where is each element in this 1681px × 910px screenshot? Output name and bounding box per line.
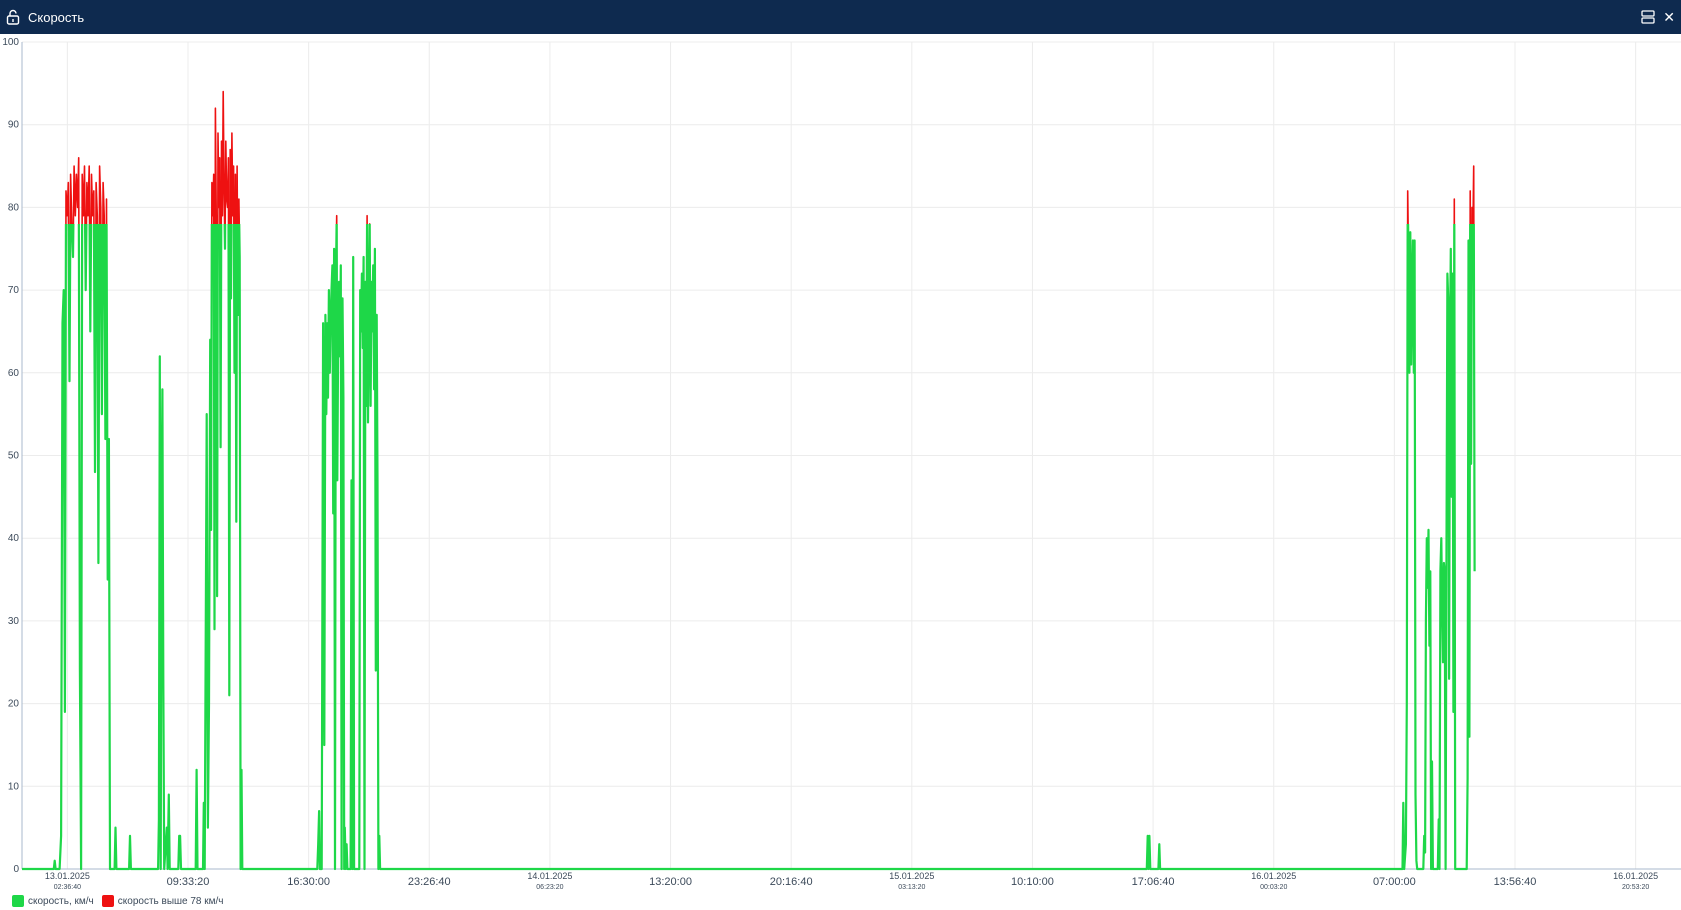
legend-label-over: скорость выше 78 км/ч <box>117 895 224 907</box>
x-tick-label: 10:10:00 <box>1011 876 1054 888</box>
x-tick-date-label: 15.01.2025 <box>889 871 934 881</box>
y-tick-label: 40 <box>8 533 20 544</box>
y-tick-label: 80 <box>8 202 20 213</box>
x-tick-time-label: 00:03:20 <box>1260 884 1287 891</box>
layout-toggle-icon[interactable] <box>1641 10 1655 24</box>
legend-swatch-over <box>101 895 114 907</box>
speed-chart: 0 10 20 30 40 50 60 70 80 90 100 13.01.2025 02:36:40… <box>2 37 1681 891</box>
x-tick-time-label: 20:53:20 <box>1622 884 1649 891</box>
speed-series-line <box>22 223 1476 871</box>
legend-item-speed[interactable]: скорость, км/ч <box>12 895 94 907</box>
x-tick-label: 13:20:00 <box>649 876 692 888</box>
x-tick-date-label: 16.01.2025 <box>1251 871 1296 881</box>
x-tick-date-label: 13.01.2025 <box>45 871 90 881</box>
y-tick-label: 0 <box>13 864 19 875</box>
x-tick-label: 17:06:40 <box>1132 876 1175 888</box>
y-tick-label: 20 <box>8 699 20 710</box>
x-tick-label: 09:33:20 <box>167 876 210 888</box>
legend-item-over[interactable]: скорость выше 78 км/ч <box>101 895 224 907</box>
y-tick-label: 90 <box>8 120 20 131</box>
x-tick-label: 23:26:40 <box>408 876 451 888</box>
x-tick-time-label: 03:13:20 <box>898 884 925 891</box>
over-threshold-series-line <box>65 90 1475 224</box>
y-tick-label: 50 <box>8 451 20 462</box>
x-tick-date-label: 16.01.2025 <box>1613 871 1658 881</box>
window-title: Скорость <box>28 9 85 25</box>
window-titlebar: Скорость ✕ <box>0 0 1681 34</box>
y-tick-label: 70 <box>8 285 20 296</box>
chart-legend: скорость, км/ч скорость выше 78 км/ч <box>12 894 232 908</box>
legend-swatch-speed <box>12 895 24 907</box>
x-tick-label: 16:30:00 <box>287 876 330 888</box>
y-tick-label: 100 <box>2 37 19 48</box>
close-icon[interactable]: ✕ <box>1663 9 1675 25</box>
x-tick-date-label: 14.01.2025 <box>527 871 572 881</box>
x-tick-label: 07:00:00 <box>1373 876 1416 888</box>
y-tick-label: 30 <box>8 616 20 627</box>
y-tick-label: 60 <box>8 368 20 379</box>
x-tick-label: 20:16:40 <box>770 876 813 888</box>
x-tick-time-label: 02:36:40 <box>54 884 81 891</box>
y-tick-label: 10 <box>8 781 20 792</box>
unlock-icon[interactable] <box>6 9 20 25</box>
x-tick-time-label: 06:23:20 <box>536 884 563 891</box>
legend-label-speed: скорость, км/ч <box>28 895 94 907</box>
x-tick-label: 13:56:40 <box>1494 876 1537 888</box>
